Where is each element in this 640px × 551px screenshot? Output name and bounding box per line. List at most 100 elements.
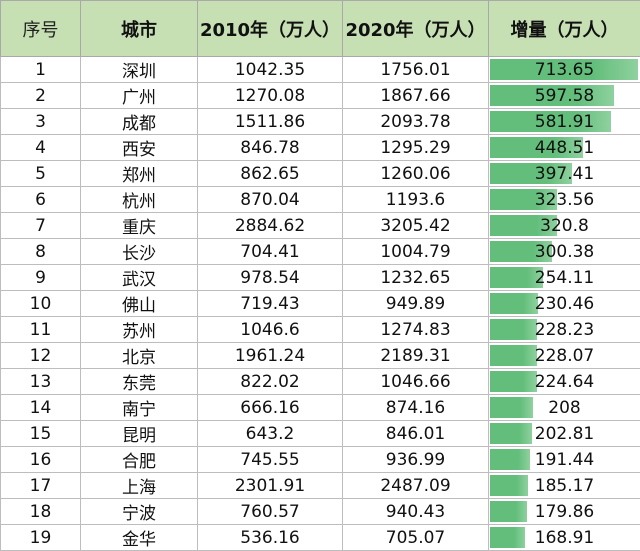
header-increase: 增量（万人） <box>489 1 640 57</box>
increase-value: 228.07 <box>489 346 640 366</box>
increase-value: 323.56 <box>489 190 640 210</box>
cell-increase: 230.46 <box>489 291 640 317</box>
cell-city: 昆明 <box>81 421 198 447</box>
cell-city: 苏州 <box>81 317 198 343</box>
cell-2010: 760.57 <box>198 499 343 525</box>
cell-2020: 1193.6 <box>343 187 489 213</box>
cell-2020: 705.07 <box>343 525 489 551</box>
cell-index: 8 <box>1 239 81 265</box>
cell-2010: 862.65 <box>198 161 343 187</box>
cell-increase: 191.44 <box>489 447 640 473</box>
cell-index: 5 <box>1 161 81 187</box>
cell-increase: 202.81 <box>489 421 640 447</box>
cell-city: 成都 <box>81 109 198 135</box>
header-row: 序号 城市 2010年（万人） 2020年（万人） 增量（万人） <box>1 1 640 57</box>
cell-2010: 704.41 <box>198 239 343 265</box>
cell-2010: 536.16 <box>198 525 343 551</box>
cell-increase: 397.41 <box>489 161 640 187</box>
cell-city: 北京 <box>81 343 198 369</box>
cell-2010: 643.2 <box>198 421 343 447</box>
cell-increase: 597.58 <box>489 83 640 109</box>
cell-index: 11 <box>1 317 81 343</box>
cell-2010: 1270.08 <box>198 83 343 109</box>
cell-increase: 224.64 <box>489 369 640 395</box>
cell-increase: 713.65 <box>489 57 640 83</box>
cell-city: 郑州 <box>81 161 198 187</box>
cell-increase: 228.07 <box>489 343 640 369</box>
cell-index: 3 <box>1 109 81 135</box>
cell-increase: 300.38 <box>489 239 640 265</box>
cell-2020: 936.99 <box>343 447 489 473</box>
cell-city: 杭州 <box>81 187 198 213</box>
cell-index: 17 <box>1 473 81 499</box>
cell-2010: 1042.35 <box>198 57 343 83</box>
cell-city: 合肥 <box>81 447 198 473</box>
increase-value: 300.38 <box>489 242 640 262</box>
cell-2010: 822.02 <box>198 369 343 395</box>
cell-2020: 874.16 <box>343 395 489 421</box>
cell-2010: 870.04 <box>198 187 343 213</box>
increase-value: 191.44 <box>489 450 640 470</box>
cell-index: 9 <box>1 265 81 291</box>
cell-increase: 168.91 <box>489 525 640 551</box>
increase-value: 581.91 <box>489 112 640 132</box>
cell-2020: 1260.06 <box>343 161 489 187</box>
increase-value: 202.81 <box>489 424 640 444</box>
cell-index: 19 <box>1 525 81 551</box>
cell-2010: 1511.86 <box>198 109 343 135</box>
cell-increase: 208 <box>489 395 640 421</box>
cell-increase: 581.91 <box>489 109 640 135</box>
cell-city: 上海 <box>81 473 198 499</box>
cell-2010: 846.78 <box>198 135 343 161</box>
cell-increase: 185.17 <box>489 473 640 499</box>
cell-2020: 940.43 <box>343 499 489 525</box>
cell-city: 长沙 <box>81 239 198 265</box>
cell-city: 深圳 <box>81 57 198 83</box>
cell-index: 6 <box>1 187 81 213</box>
increase-value: 185.17 <box>489 476 640 496</box>
cell-city: 金华 <box>81 525 198 551</box>
cell-index: 15 <box>1 421 81 447</box>
cell-2020: 1756.01 <box>343 57 489 83</box>
cell-increase: 320.8 <box>489 213 640 239</box>
cell-2010: 719.43 <box>198 291 343 317</box>
cell-2020: 1867.66 <box>343 83 489 109</box>
cell-city: 南宁 <box>81 395 198 421</box>
cell-index: 12 <box>1 343 81 369</box>
cell-increase: 228.23 <box>489 317 640 343</box>
cell-2010: 2301.91 <box>198 473 343 499</box>
cell-2020: 949.89 <box>343 291 489 317</box>
cell-2020: 2487.09 <box>343 473 489 499</box>
cell-2020: 1046.66 <box>343 369 489 395</box>
cell-index: 7 <box>1 213 81 239</box>
cell-city: 佛山 <box>81 291 198 317</box>
cell-2010: 2884.62 <box>198 213 343 239</box>
cell-city: 宁波 <box>81 499 198 525</box>
cell-2020: 3205.42 <box>343 213 489 239</box>
cell-index: 14 <box>1 395 81 421</box>
cell-index: 4 <box>1 135 81 161</box>
increase-value: 208 <box>489 398 640 418</box>
cell-index: 16 <box>1 447 81 473</box>
increase-value: 168.91 <box>489 528 640 548</box>
cell-increase: 254.11 <box>489 265 640 291</box>
cell-city: 重庆 <box>81 213 198 239</box>
cell-2010: 1961.24 <box>198 343 343 369</box>
increase-value: 179.86 <box>489 502 640 522</box>
increase-value: 320.8 <box>489 216 640 236</box>
cell-2020: 846.01 <box>343 421 489 447</box>
cell-2010: 1046.6 <box>198 317 343 343</box>
